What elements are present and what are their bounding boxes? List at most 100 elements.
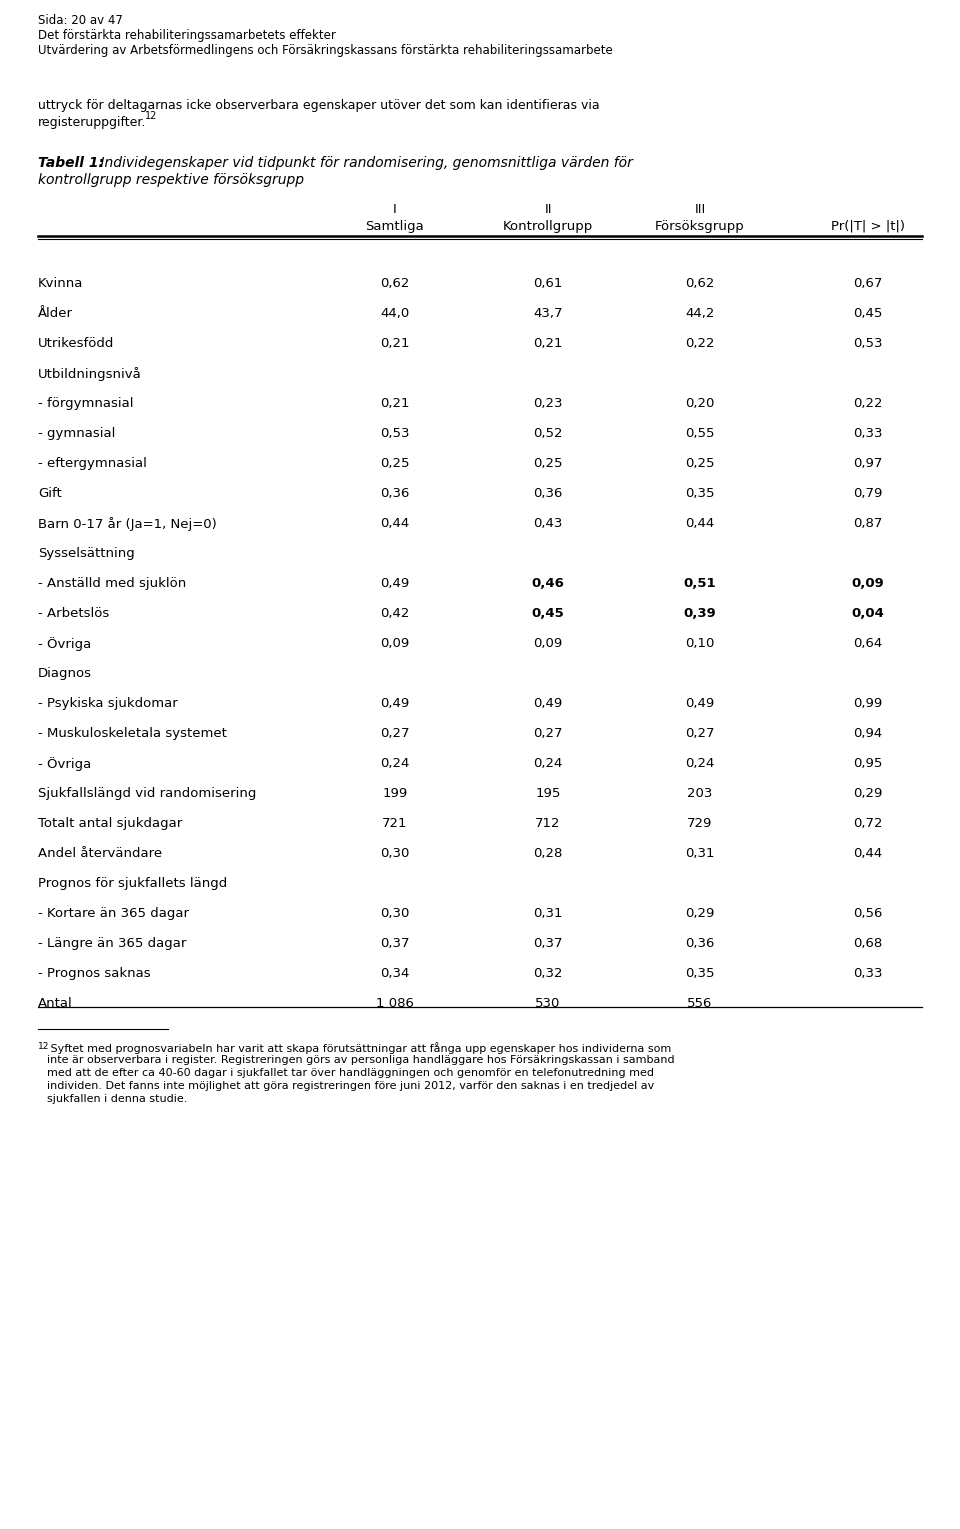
Text: 0,24: 0,24 (685, 757, 714, 771)
Text: - Övriga: - Övriga (38, 757, 91, 771)
Text: 0,87: 0,87 (853, 517, 882, 531)
Text: 0,25: 0,25 (533, 457, 563, 469)
Text: 0,42: 0,42 (380, 607, 410, 619)
Text: 0,27: 0,27 (533, 726, 563, 740)
Text: 0,10: 0,10 (685, 638, 714, 650)
Text: 0,32: 0,32 (533, 966, 563, 980)
Text: 0,95: 0,95 (853, 757, 882, 771)
Text: 12: 12 (38, 1041, 49, 1050)
Text: 0,22: 0,22 (685, 336, 715, 350)
Text: 12: 12 (145, 112, 157, 121)
Text: 0,35: 0,35 (685, 488, 715, 500)
Text: 0,44: 0,44 (853, 847, 882, 859)
Text: uttryck för deltagarnas icke observerbara egenskaper utöver det som kan identifi: uttryck för deltagarnas icke observerbar… (38, 99, 600, 112)
Text: 0,55: 0,55 (685, 427, 715, 440)
Text: 0,31: 0,31 (533, 907, 563, 920)
Text: 0,45: 0,45 (532, 607, 564, 619)
Text: 0,61: 0,61 (534, 277, 563, 291)
Text: 0,46: 0,46 (532, 576, 564, 590)
Text: kontrollgrupp respektive försöksgrupp: kontrollgrupp respektive försöksgrupp (38, 173, 304, 187)
Text: 0,25: 0,25 (380, 457, 410, 469)
Text: 0,28: 0,28 (534, 847, 563, 859)
Text: 0,39: 0,39 (684, 607, 716, 619)
Text: 0,53: 0,53 (380, 427, 410, 440)
Text: - Kortare än 365 dagar: - Kortare än 365 dagar (38, 907, 189, 920)
Text: 0,25: 0,25 (685, 457, 715, 469)
Text: 0,27: 0,27 (685, 726, 715, 740)
Text: 0,31: 0,31 (685, 847, 715, 859)
Text: III: III (694, 203, 706, 216)
Text: sjukfallen i denna studie.: sjukfallen i denna studie. (47, 1095, 187, 1104)
Text: Kontrollgrupp: Kontrollgrupp (503, 220, 593, 232)
Text: 0,36: 0,36 (380, 488, 410, 500)
Text: 203: 203 (687, 787, 712, 800)
Text: 0,67: 0,67 (853, 277, 882, 291)
Text: - Anställd med sjuklön: - Anställd med sjuklön (38, 576, 186, 590)
Text: - Psykiska sjukdomar: - Psykiska sjukdomar (38, 697, 178, 709)
Text: - Längre än 365 dagar: - Längre än 365 dagar (38, 937, 186, 950)
Text: 0,49: 0,49 (685, 697, 714, 709)
Text: Utvärdering av Arbetsförmedlingens och Försäkringskassans förstärkta rehabiliter: Utvärdering av Arbetsförmedlingens och F… (38, 44, 612, 57)
Text: 0,20: 0,20 (685, 398, 714, 410)
Text: Ålder: Ålder (38, 307, 73, 320)
Text: 0,99: 0,99 (853, 697, 882, 709)
Text: 556: 556 (687, 997, 712, 1011)
Text: 0,09: 0,09 (380, 638, 410, 650)
Text: - Prognos saknas: - Prognos saknas (38, 966, 151, 980)
Text: I: I (394, 203, 396, 216)
Text: 0,53: 0,53 (853, 336, 883, 350)
Text: 0,36: 0,36 (534, 488, 563, 500)
Text: 0,52: 0,52 (533, 427, 563, 440)
Text: - Arbetslös: - Arbetslös (38, 607, 109, 619)
Text: 0,62: 0,62 (685, 277, 714, 291)
Text: 0,27: 0,27 (380, 726, 410, 740)
Text: II: II (544, 203, 552, 216)
Text: Sjukfallslängd vid randomisering: Sjukfallslängd vid randomisering (38, 787, 256, 800)
Text: 0,09: 0,09 (534, 638, 563, 650)
Text: Försöksgrupp: Försöksgrupp (655, 220, 745, 232)
Text: Andel återvändare: Andel återvändare (38, 847, 162, 859)
Text: 0,29: 0,29 (685, 907, 714, 920)
Text: Totalt antal sjukdagar: Totalt antal sjukdagar (38, 816, 182, 830)
Text: Sida: 20 av 47: Sida: 20 av 47 (38, 14, 123, 28)
Text: 0,30: 0,30 (380, 907, 410, 920)
Text: 0,21: 0,21 (533, 336, 563, 350)
Text: 0,68: 0,68 (853, 937, 882, 950)
Text: 0,21: 0,21 (380, 336, 410, 350)
Text: - eftergymnasial: - eftergymnasial (38, 457, 147, 469)
Text: 0,24: 0,24 (534, 757, 563, 771)
Text: 0,79: 0,79 (853, 488, 882, 500)
Text: - Övriga: - Övriga (38, 638, 91, 651)
Text: med att de efter ca 40-60 dagar i sjukfallet tar över handläggningen och genomfö: med att de efter ca 40-60 dagar i sjukfa… (47, 1067, 654, 1078)
Text: 0,44: 0,44 (685, 517, 714, 531)
Text: 0,33: 0,33 (853, 966, 883, 980)
Text: 0,30: 0,30 (380, 847, 410, 859)
Text: 0,04: 0,04 (852, 607, 884, 619)
Text: Individegenskaper vid tidpunkt för randomisering, genomsnittliga värden för: Individegenskaper vid tidpunkt för rando… (96, 156, 633, 170)
Text: 0,21: 0,21 (380, 398, 410, 410)
Text: 0,36: 0,36 (685, 937, 714, 950)
Text: 0,43: 0,43 (534, 517, 563, 531)
Text: Sysselsättning: Sysselsättning (38, 547, 134, 560)
Text: Prognos för sjukfallets längd: Prognos för sjukfallets längd (38, 878, 228, 890)
Text: 195: 195 (536, 787, 561, 800)
Text: 0,23: 0,23 (533, 398, 563, 410)
Text: 712: 712 (536, 816, 561, 830)
Text: 0,34: 0,34 (380, 966, 410, 980)
Text: 0,72: 0,72 (853, 816, 883, 830)
Text: Kvinna: Kvinna (38, 277, 84, 291)
Text: 0,49: 0,49 (534, 697, 563, 709)
Text: 0,62: 0,62 (380, 277, 410, 291)
Text: 0,97: 0,97 (853, 457, 882, 469)
Text: 0,45: 0,45 (853, 307, 882, 320)
Text: - förgymnasial: - förgymnasial (38, 398, 133, 410)
Text: individen. Det fanns inte möjlighet att göra registreringen före juni 2012, varf: individen. Det fanns inte möjlighet att … (47, 1081, 655, 1092)
Text: Det förstärkta rehabiliteringssamarbetets effekter: Det förstärkta rehabiliteringssamarbetet… (38, 29, 336, 41)
Text: 0,51: 0,51 (684, 576, 716, 590)
Text: 0,24: 0,24 (380, 757, 410, 771)
Text: 0,09: 0,09 (852, 576, 884, 590)
Text: 0,22: 0,22 (853, 398, 883, 410)
Text: 43,7: 43,7 (533, 307, 563, 320)
Text: 729: 729 (687, 816, 712, 830)
Text: 44,0: 44,0 (380, 307, 410, 320)
